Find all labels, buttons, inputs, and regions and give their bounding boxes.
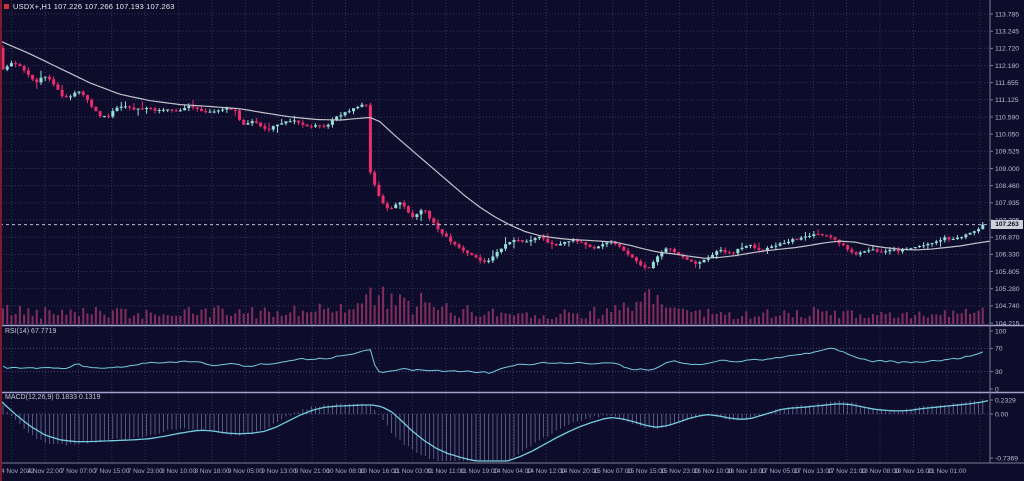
macd-pane	[0, 399, 990, 462]
rsi-label: RSI(14) 67.7719	[5, 328, 57, 335]
price-axis-label: 112.180	[995, 63, 1019, 70]
price-axis-label: 110.050	[995, 131, 1019, 138]
price-axis-label: 113.785	[995, 11, 1019, 18]
time-axis-label: 21 Nov 01:00	[927, 468, 966, 475]
price-axis-label: 109.525	[995, 149, 1020, 156]
time-axis-label: 14 Nov 04:00	[493, 468, 532, 475]
time-axis-label: 15 Nov 07:00	[593, 468, 632, 475]
price-axis-label: 113.245	[995, 28, 1019, 35]
time-axis-label: 4 Nov 2022	[1, 468, 35, 475]
time-axis-label: 17 Nov 13:00	[794, 468, 833, 475]
rsi-axis-label: 100	[995, 328, 1007, 335]
rsi-pane	[0, 347, 990, 374]
macd-axis-label: 0.00	[995, 411, 1008, 418]
time-axis-label: 11 Nov 19:00	[460, 468, 499, 475]
price-axis-label: 107.935	[995, 200, 1020, 207]
time-axis-label: 10 Nov 08:00	[326, 468, 365, 475]
candlestick-series	[1, 45, 985, 270]
price-axis-label: 106.870	[995, 234, 1020, 241]
chart-title: USDX+,H1 107.226 107.266 107.193 107.263	[4, 2, 175, 11]
rsi-axis-label: 0	[995, 386, 999, 393]
time-axis-label: 17 Nov 05:00	[760, 468, 799, 475]
price-axis-label: 108.460	[995, 183, 1020, 190]
rsi-axis-label: 30	[995, 369, 1003, 376]
time-axis-label: 15 Nov 15:00	[627, 468, 666, 475]
price-axis-label: 106.330	[995, 252, 1020, 259]
window-left-edge	[0, 0, 2, 481]
time-axis-label: 7 Nov 07:00	[61, 468, 96, 475]
time-axis-label: 7 Nov 23:00	[128, 468, 163, 475]
rsi-line	[2, 347, 983, 374]
time-axis-label: 10 Nov 16:00	[360, 468, 399, 475]
moving-average-line	[0, 40, 991, 259]
price-axis-label: 112.720	[995, 46, 1019, 53]
time-axis-label: 4 Nov 22:00	[27, 468, 62, 475]
price-axis-label: 104.215	[995, 320, 1020, 327]
time-axis-label: 8 Nov 10:00	[161, 468, 196, 475]
time-axis-label: 9 Nov 05:00	[228, 468, 263, 475]
volume-series	[2, 286, 984, 324]
price-axis-label: 104.740	[995, 303, 1020, 310]
time-axis-label: 16 Nov 10:00	[694, 468, 733, 475]
time-axis-label: 17 Nov 21:00	[827, 468, 866, 475]
current-price-tag: 107.263	[991, 220, 1023, 229]
time-axis-label: 11 Nov 11:00	[427, 468, 465, 475]
time-axis-label: 7 Nov 15:00	[94, 468, 129, 475]
time-axis-label: 16 Nov 18:00	[727, 468, 766, 475]
price-axis-label: 111.125	[995, 97, 1019, 104]
grid-lines	[0, 0, 990, 463]
time-axis-label: 11 Nov 03:00	[393, 468, 432, 475]
price-axis-label: 105.280	[995, 286, 1020, 293]
chart-title-text: USDX+,H1 107.226 107.266 107.193 107.263	[13, 2, 175, 11]
price-axis-label: 105.805	[995, 269, 1020, 276]
macd-label: MACD(12,26,9) 0.1833 0.1319	[5, 394, 101, 401]
rsi-axis-label: 70	[995, 346, 1003, 353]
price-axis-label: 111.655	[995, 80, 1019, 87]
time-axis-label: 14 Nov 12:00	[527, 468, 566, 475]
macd-axis-label: 0.2329	[995, 397, 1016, 404]
time-axis-label: 18 Nov 08:00	[861, 468, 900, 475]
axis-labels: 113.785 113.245 112.720 112.180 111.655 111.1…	[1, 11, 1020, 475]
time-axis-label: 18 Nov 16:00	[894, 468, 933, 475]
time-axis-label: 9 Nov 13:00	[261, 468, 296, 475]
time-axis-label: 8 Nov 18:00	[194, 468, 229, 475]
price-axis-label: 109.000	[995, 166, 1020, 173]
macd-signal-line	[0, 399, 989, 462]
price-axis-label: 110.590	[995, 114, 1019, 121]
time-axis-label: 14 Nov 20:00	[560, 468, 599, 475]
time-axis-label: 9 Nov 21:00	[295, 468, 330, 475]
symbol-bullet-icon	[4, 4, 9, 9]
time-axis-label: 15 Nov 23:00	[660, 468, 699, 475]
macd-axis-label: -0.7369	[995, 455, 1018, 462]
